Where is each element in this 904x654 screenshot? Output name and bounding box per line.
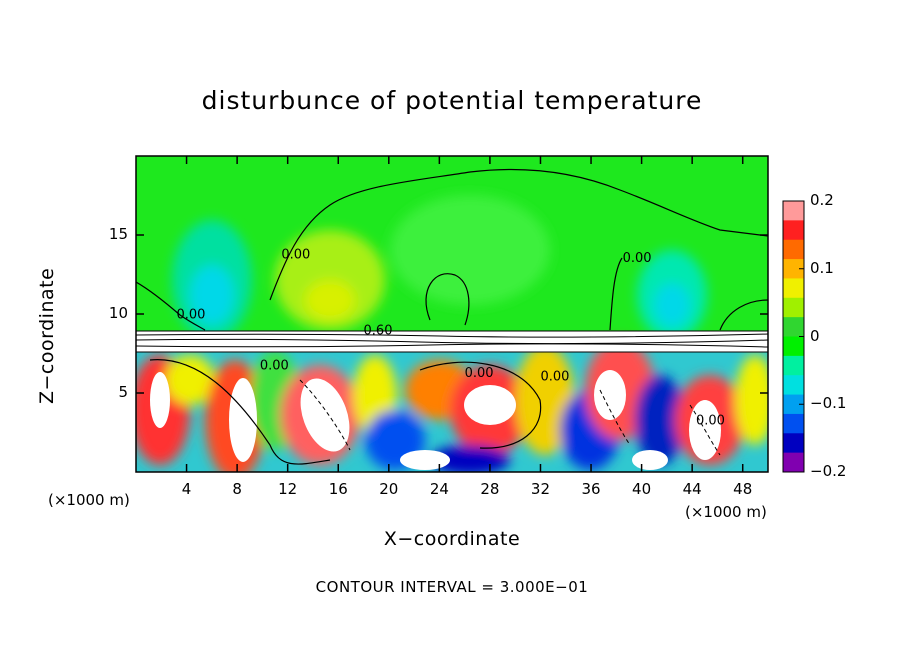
- colorbar-swatch: [783, 297, 804, 318]
- negative-contours: [299, 379, 721, 456]
- upper-anomalies: [172, 195, 707, 340]
- colorbar-tick-label: −0.2: [810, 462, 847, 480]
- contour-label: 0.00: [260, 358, 289, 373]
- contour-label: 0.00: [623, 251, 652, 266]
- colorbar-swatch: [783, 259, 804, 279]
- x-tick-label: 16: [328, 480, 348, 498]
- x-tick-label: 28: [480, 480, 500, 498]
- x-tick-label: 32: [530, 480, 551, 498]
- colorbar-swatch: [783, 239, 804, 260]
- colorbar-swatch: [783, 413, 804, 434]
- colorbar-swatch: [783, 452, 804, 473]
- contour-label: 0.00: [176, 308, 205, 323]
- colorbar-swatch: [783, 336, 804, 357]
- colorbar: [783, 200, 804, 473]
- x-tick-label: 8: [232, 480, 242, 498]
- x-tick-label: 36: [581, 480, 601, 498]
- contour-label: 0.00: [281, 248, 310, 263]
- x-tick-label: 12: [278, 480, 298, 498]
- x-tick-label: 24: [429, 480, 449, 498]
- contour-label: 0.00: [540, 369, 569, 384]
- colorbar-swatch: [783, 201, 804, 221]
- x-unit-label-right: (×1000 m): [685, 503, 767, 521]
- x-tick-label: 20: [379, 480, 399, 498]
- colorbar-swatch: [783, 375, 804, 396]
- contour-label: 0.00: [465, 366, 494, 381]
- y-tick-label: 10: [108, 304, 128, 322]
- x-tick-label: 4: [181, 480, 192, 498]
- x-tick-label: 44: [682, 480, 702, 498]
- colorbar-swatch: [783, 317, 804, 337]
- colorbar-tick-label: 0.2: [810, 191, 834, 209]
- contour-label: 0.00: [696, 414, 725, 429]
- colorbar-swatch: [783, 433, 804, 454]
- colorbar-tick-label: 0: [810, 326, 820, 345]
- chart-title: disturbunce of potential temperature: [201, 86, 703, 115]
- inversion-contours: [136, 330, 768, 353]
- x-tick-label: 48: [733, 480, 753, 498]
- colorbar-border: [782, 200, 805, 473]
- y-tick-label: 15: [108, 225, 128, 243]
- contour-labels: 0.00 0.00 0.60 0.00 0.00 0.00 0.00 0.00: [176, 248, 724, 429]
- colorbar-swatch: [783, 220, 804, 241]
- y-axis-label: Z−coordinate: [36, 267, 58, 404]
- colorbar-swatch: [783, 355, 804, 376]
- colorbar-tick-label: −0.1: [810, 394, 847, 413]
- y-tick-label: 5: [118, 383, 128, 401]
- colorbar-swatch: [783, 278, 804, 299]
- x-tick-label: 40: [632, 480, 652, 498]
- x-axis-label: X−coordinate: [383, 528, 521, 550]
- contour-interval-note: CONTOUR INTERVAL = 3.000E−01: [315, 578, 589, 596]
- axis-ticks: [136, 156, 768, 472]
- contour-label: 0.60: [364, 324, 393, 339]
- colorbar-tick-label: 0.1: [810, 258, 834, 277]
- zero-contours: [136, 168, 768, 465]
- x-unit-label-left: (×1000 m): [48, 491, 130, 509]
- colorbar-swatch: [783, 394, 804, 415]
